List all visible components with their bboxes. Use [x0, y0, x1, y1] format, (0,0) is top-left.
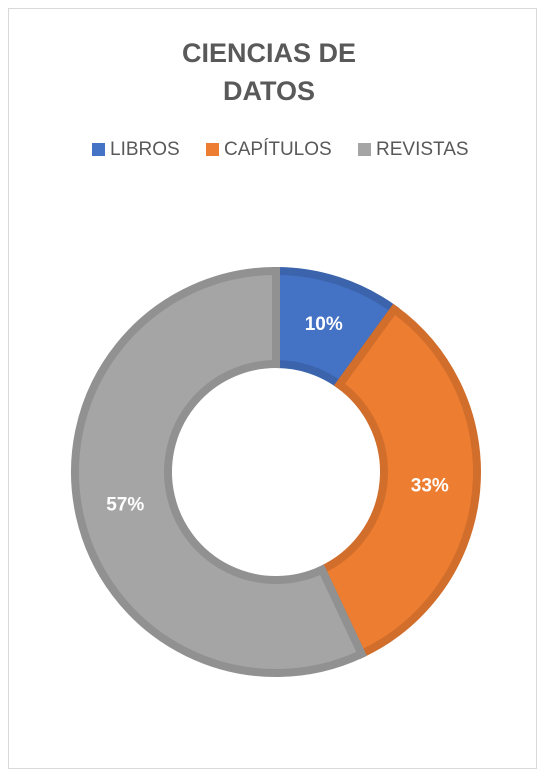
- legend-label: CAPÍTULOS: [224, 139, 332, 160]
- legend-label: REVISTAS: [376, 139, 469, 160]
- donut-slice: [71, 266, 367, 677]
- legend-label: LIBROS: [110, 139, 180, 160]
- data-label: 57%: [106, 495, 144, 516]
- legend-swatch: [92, 143, 105, 156]
- legend-swatch: [206, 143, 219, 156]
- chart-title: CIENCIAS DE DATOS: [181, 38, 357, 106]
- data-label: 10%: [305, 314, 343, 335]
- data-label: 33%: [411, 476, 449, 497]
- donut-slice: [316, 303, 481, 660]
- legend-swatch: [358, 143, 371, 156]
